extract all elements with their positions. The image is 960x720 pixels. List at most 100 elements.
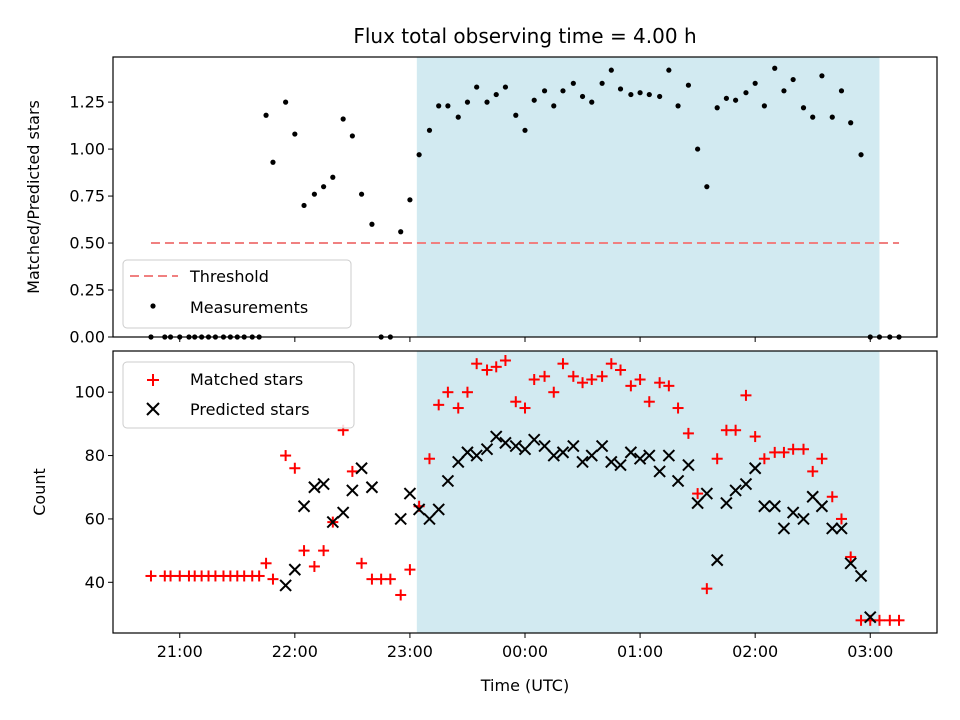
matched-star-point [452, 402, 464, 414]
measurement-point [560, 88, 566, 94]
matched-star-point [395, 589, 407, 601]
predicted-star-point [662, 449, 676, 462]
measurement-point [695, 146, 701, 152]
matched-star-point [510, 396, 522, 408]
legend-threshold-label: Threshold [189, 267, 269, 286]
matched-star-point [711, 453, 723, 465]
top-legend: Threshold Measurements [122, 259, 352, 329]
measurement-point [436, 103, 442, 109]
measurement-point [848, 120, 854, 126]
predicted-star-point [653, 465, 666, 478]
predicted-star-point [633, 452, 647, 465]
measurement-point [426, 127, 433, 133]
matched-star-point [692, 488, 704, 500]
measurement-points [148, 65, 902, 340]
matched-star-point [586, 374, 598, 386]
top-y-axis-label: Matched/Predicted stars [24, 100, 43, 294]
x-tick-label: 03:00 [847, 642, 893, 661]
measurement-point [666, 67, 672, 73]
x-tick-label: 21:00 [157, 642, 203, 661]
matched-star-point [749, 431, 761, 443]
predicted-star-point [346, 484, 359, 497]
measurement-point [617, 86, 624, 92]
measurement-point [416, 152, 422, 158]
matched-star-point [366, 573, 378, 585]
predicted-star-point [518, 443, 532, 456]
predicted-star-point [538, 439, 551, 453]
measurement-point [522, 127, 528, 133]
measurement-point [283, 99, 289, 105]
bottom-y-axis-label: Count [30, 468, 49, 516]
matched-star-point [260, 557, 272, 569]
measurement-point [781, 88, 787, 94]
predicted-star-point [480, 443, 494, 456]
predicted-star-point [336, 506, 350, 519]
x-tick-label: 02:00 [732, 642, 778, 661]
matched-star-point [267, 573, 279, 585]
measurement-point [838, 88, 845, 94]
matched-star-point [682, 427, 694, 439]
predicted-star-point [729, 484, 742, 497]
legend-matched-swatch [147, 374, 159, 386]
measurement-point [800, 105, 807, 111]
top-panel: 0.00 0.25 0.50 0.75 1.00 1.25 Flux total obse… [24, 24, 938, 347]
matched-star-point [404, 564, 416, 576]
matched-star-point [643, 396, 655, 408]
predicted-star-point [748, 462, 762, 475]
predicted-star-point [461, 446, 474, 459]
measurement-point [292, 131, 298, 137]
matched-star-point [787, 443, 799, 455]
predicted-star-point [317, 477, 330, 491]
matched-star-point [740, 389, 752, 401]
measurement-point [270, 159, 276, 165]
matched-star-point [461, 386, 473, 398]
measurement-point [263, 112, 269, 118]
predicted-star-point [786, 506, 800, 519]
matched-star-point [433, 399, 445, 411]
measurement-point [445, 103, 451, 109]
measurement-point [455, 114, 461, 120]
predicted-star-point [499, 436, 512, 450]
matched-star-point [174, 570, 186, 582]
matched-star-point [539, 370, 551, 382]
predicted-star-point [854, 569, 868, 583]
bottom-panel: 40 60 80 100 21:00 22:00 23:00 00:00 01:00 02:00… [30, 350, 938, 695]
matched-star-point [596, 370, 608, 382]
measurement-point [398, 229, 404, 235]
matched-star-point [471, 358, 483, 370]
matched-star-point [548, 386, 560, 398]
measurement-point [685, 82, 692, 88]
matched-star-point [145, 570, 157, 582]
predicted-star-point [797, 512, 810, 526]
matched-star-point [769, 446, 781, 458]
matched-star-point [873, 614, 885, 626]
y-tick-label: 1.00 [69, 140, 105, 159]
y-tick-label: 40 [85, 573, 105, 592]
measurement-point [646, 91, 652, 98]
predicted-star-point [490, 430, 503, 443]
matched-star-point [826, 491, 838, 503]
matched-star-point [893, 614, 905, 626]
predicted-star-point [452, 455, 465, 469]
measurement-point [321, 184, 327, 190]
matched-star-point [253, 570, 265, 582]
matched-star-point [528, 374, 540, 386]
predicted-star-point [355, 462, 368, 475]
matched-star-point [807, 465, 819, 477]
matched-star-point [298, 545, 310, 557]
predicted-star-point [720, 496, 733, 510]
measurement-point [589, 99, 595, 105]
bottom-legend: Matched stars Predicted stars [122, 361, 355, 429]
matched-star-point [499, 355, 511, 367]
predicted-star-point [509, 439, 523, 453]
matched-star-point [356, 557, 368, 569]
predicted-star-point [864, 610, 877, 624]
measurement-point [311, 191, 317, 197]
predicted-star-point [777, 522, 791, 535]
measurement-point [330, 174, 336, 180]
top-axes-frame [112, 56, 938, 338]
predicted-star-point [671, 474, 685, 488]
measurement-point [675, 103, 681, 109]
measurement-point [819, 73, 825, 79]
measurement-point [790, 76, 796, 83]
